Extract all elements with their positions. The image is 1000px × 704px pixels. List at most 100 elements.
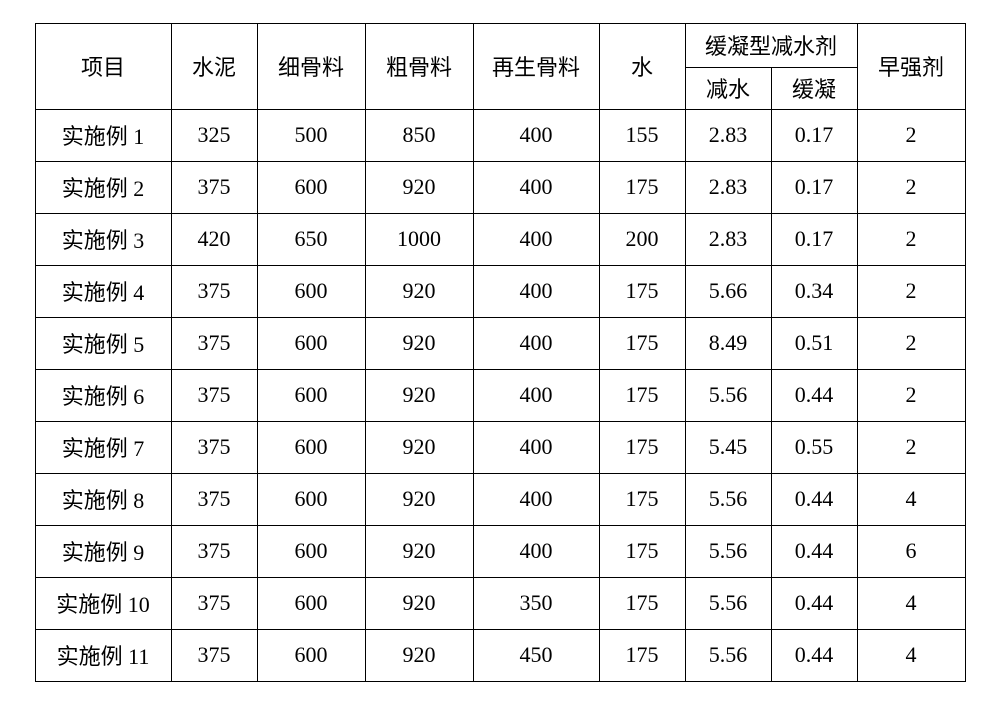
cell-reduce: 8.49: [685, 317, 771, 369]
cell-coarse: 920: [365, 629, 473, 681]
cell-recycled: 450: [473, 629, 599, 681]
cell-project: 实施例 5: [35, 317, 171, 369]
table-row: 实施例 13255008504001552.830.172: [35, 109, 965, 161]
cell-water: 175: [599, 629, 685, 681]
cell-recycled: 400: [473, 109, 599, 161]
cell-reduce: 2.83: [685, 109, 771, 161]
cell-fine: 600: [257, 421, 365, 473]
cell-reduce: 5.66: [685, 265, 771, 317]
cell-early: 2: [857, 421, 965, 473]
header-fine-aggregate: 细骨料: [257, 23, 365, 109]
cell-fine: 600: [257, 369, 365, 421]
cell-coarse: 850: [365, 109, 473, 161]
cell-project: 实施例 1: [35, 109, 171, 161]
cell-cement: 375: [171, 161, 257, 213]
cell-recycled: 400: [473, 161, 599, 213]
cell-retard: 0.44: [771, 629, 857, 681]
cell-early: 6: [857, 525, 965, 577]
table-body: 实施例 13255008504001552.830.172实施例 2375600…: [35, 109, 965, 681]
cell-cement: 375: [171, 421, 257, 473]
cell-retard: 0.44: [771, 369, 857, 421]
data-table: 项目 水泥 细骨料 粗骨料 再生骨料 水 缓凝型减水剂 早强剂 减水 缓凝 实施…: [35, 23, 966, 682]
cell-coarse: 1000: [365, 213, 473, 265]
cell-recycled: 400: [473, 265, 599, 317]
header-retard: 缓凝: [771, 67, 857, 109]
cell-reduce: 5.56: [685, 577, 771, 629]
cell-reduce: 5.45: [685, 421, 771, 473]
cell-project: 实施例 4: [35, 265, 171, 317]
cell-coarse: 920: [365, 525, 473, 577]
cell-early: 2: [857, 109, 965, 161]
header-coarse-aggregate: 粗骨料: [365, 23, 473, 109]
cell-fine: 500: [257, 109, 365, 161]
cell-fine: 600: [257, 473, 365, 525]
cell-water: 175: [599, 473, 685, 525]
table-row: 实施例 63756009204001755.560.442: [35, 369, 965, 421]
cell-reduce: 5.56: [685, 473, 771, 525]
cell-project: 实施例 9: [35, 525, 171, 577]
cell-coarse: 920: [365, 161, 473, 213]
cell-water: 175: [599, 317, 685, 369]
cell-fine: 600: [257, 317, 365, 369]
cell-project: 实施例 6: [35, 369, 171, 421]
cell-cement: 375: [171, 369, 257, 421]
cell-recycled: 400: [473, 317, 599, 369]
table-row: 实施例 103756009203501755.560.444: [35, 577, 965, 629]
header-reduce: 减水: [685, 67, 771, 109]
cell-fine: 600: [257, 577, 365, 629]
cell-cement: 325: [171, 109, 257, 161]
table-row: 实施例 43756009204001755.660.342: [35, 265, 965, 317]
cell-retard: 0.51: [771, 317, 857, 369]
cell-fine: 600: [257, 161, 365, 213]
cell-early: 2: [857, 369, 965, 421]
header-cement: 水泥: [171, 23, 257, 109]
cell-water: 175: [599, 577, 685, 629]
cell-water: 155: [599, 109, 685, 161]
table-row: 实施例 93756009204001755.560.446: [35, 525, 965, 577]
cell-coarse: 920: [365, 577, 473, 629]
cell-reduce: 5.56: [685, 369, 771, 421]
cell-early: 4: [857, 577, 965, 629]
cell-retard: 0.17: [771, 213, 857, 265]
cell-project: 实施例 3: [35, 213, 171, 265]
table-row: 实施例 73756009204001755.450.552: [35, 421, 965, 473]
cell-retard: 0.44: [771, 577, 857, 629]
cell-recycled: 400: [473, 213, 599, 265]
cell-retard: 0.44: [771, 525, 857, 577]
cell-coarse: 920: [365, 317, 473, 369]
cell-cement: 375: [171, 317, 257, 369]
cell-early: 2: [857, 317, 965, 369]
cell-early: 4: [857, 473, 965, 525]
cell-cement: 420: [171, 213, 257, 265]
cell-water: 175: [599, 161, 685, 213]
cell-fine: 650: [257, 213, 365, 265]
cell-early: 2: [857, 161, 965, 213]
cell-water: 175: [599, 525, 685, 577]
table-row: 实施例 342065010004002002.830.172: [35, 213, 965, 265]
cell-project: 实施例 2: [35, 161, 171, 213]
cell-water: 200: [599, 213, 685, 265]
cell-fine: 600: [257, 265, 365, 317]
cell-recycled: 400: [473, 421, 599, 473]
cell-fine: 600: [257, 629, 365, 681]
cell-recycled: 400: [473, 369, 599, 421]
cell-project: 实施例 8: [35, 473, 171, 525]
cell-recycled: 350: [473, 577, 599, 629]
cell-project: 实施例 10: [35, 577, 171, 629]
cell-retard: 0.55: [771, 421, 857, 473]
cell-cement: 375: [171, 265, 257, 317]
cell-water: 175: [599, 421, 685, 473]
cell-coarse: 920: [365, 265, 473, 317]
cell-early: 2: [857, 265, 965, 317]
cell-reduce: 2.83: [685, 161, 771, 213]
cell-water: 175: [599, 265, 685, 317]
header-water: 水: [599, 23, 685, 109]
table-row: 实施例 113756009204501755.560.444: [35, 629, 965, 681]
cell-coarse: 920: [365, 369, 473, 421]
cell-fine: 600: [257, 525, 365, 577]
table-header: 项目 水泥 细骨料 粗骨料 再生骨料 水 缓凝型减水剂 早强剂 减水 缓凝: [35, 23, 965, 109]
table-row: 实施例 23756009204001752.830.172: [35, 161, 965, 213]
cell-reduce: 5.56: [685, 629, 771, 681]
cell-coarse: 920: [365, 421, 473, 473]
cell-cement: 375: [171, 525, 257, 577]
